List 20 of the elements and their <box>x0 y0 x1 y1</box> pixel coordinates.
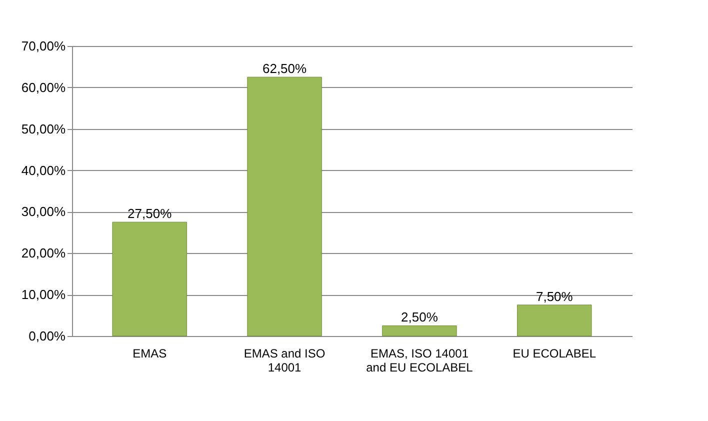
data-label: 27,50% <box>128 206 172 222</box>
bar <box>382 325 457 336</box>
bar <box>517 304 592 336</box>
y-tick-label: 0,00% <box>28 328 66 344</box>
x-tick-label: EMAS, ISO 14001 and EU ECOLABEL <box>366 346 474 374</box>
y-tick-label: 50,00% <box>21 121 66 136</box>
bar <box>247 76 322 336</box>
x-tick-label: EU ECOLABEL <box>512 346 596 360</box>
x-tick-label: EMAS and ISO 14001 <box>244 346 326 374</box>
data-label: 7,50% <box>536 288 574 304</box>
bar <box>112 222 187 336</box>
data-label: 62,50% <box>262 61 308 76</box>
y-tick-label: 10,00% <box>21 287 66 302</box>
y-tick-label: 40,00% <box>21 162 66 178</box>
y-tick-label: 20,00% <box>21 246 66 261</box>
x-tick-label: EMAS <box>132 346 167 360</box>
data-label: 2,50% <box>401 310 438 325</box>
y-tick-label: 60,00% <box>21 80 66 95</box>
y-tick-label: 30,00% <box>21 204 66 220</box>
y-tick-label: 70,00% <box>21 38 66 54</box>
